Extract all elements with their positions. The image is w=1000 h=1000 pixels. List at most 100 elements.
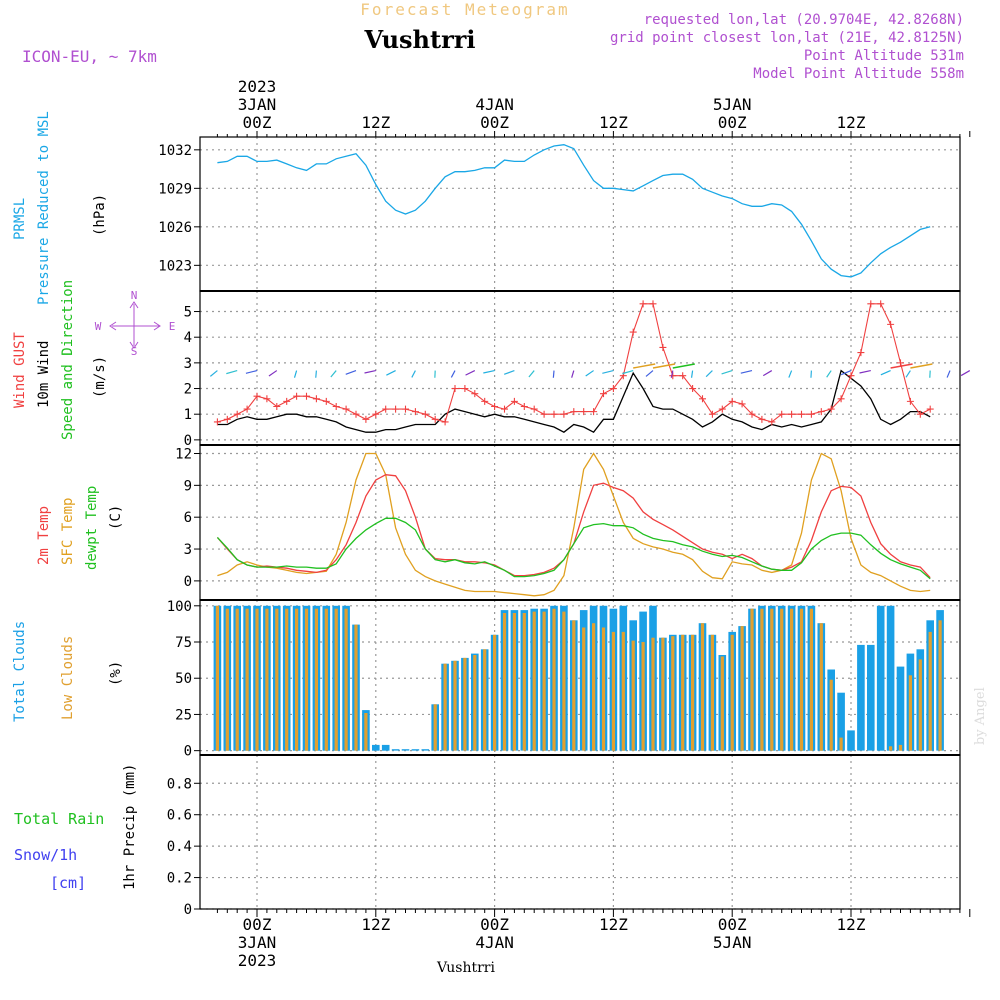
low-cloud-bar: [334, 608, 338, 751]
low-cloud-bar: [572, 620, 576, 751]
y-tick-label: 1032: [158, 143, 192, 159]
low-cloud-bar: [502, 613, 507, 751]
pressure-line: [217, 144, 931, 278]
top-hour-label: 12Z: [837, 113, 866, 132]
wind-arrow: [450, 370, 456, 378]
low-cloud-bar: [651, 637, 655, 751]
wind-arrow: [762, 370, 773, 377]
total-rain-label: Total Rain: [14, 810, 104, 828]
low-cloud-bar: [790, 608, 794, 751]
low-cloud-bar: [780, 608, 784, 751]
low-cloud-bar: [592, 623, 596, 751]
hpa-unit-label: (hPa): [92, 194, 108, 236]
point-altitude: Point Altitude 531m: [804, 48, 964, 64]
y-tick-label: 6: [184, 510, 192, 526]
gust-marker: [352, 410, 360, 418]
low-cloud-bar: [473, 655, 477, 751]
compass-south: S: [131, 345, 138, 358]
grid-point-coords: grid point closest lon,lat (21E, 42.8125…: [610, 30, 964, 46]
low-cloud-bar: [304, 608, 309, 751]
gust-marker: [332, 403, 340, 410]
gust-marker: [501, 405, 508, 413]
gust-marker: [491, 403, 499, 410]
gust-marker: [906, 397, 914, 405]
panel-wind: 5 4 3 2 1 0: [184, 291, 971, 449]
low-cloud-bar: [740, 626, 744, 751]
low-cloud-bar: [364, 713, 368, 751]
gust-marker: [629, 328, 637, 336]
panel-temperature: 12 9 6 3 0: [175, 445, 960, 600]
wind-arrow: [633, 363, 656, 369]
dewpt-temp-label: dewpt Temp: [84, 486, 100, 570]
gust-marker: [233, 410, 241, 418]
snow-label: Snow/1h: [14, 846, 77, 864]
bottom-hour-label: 00Z: [718, 915, 747, 934]
requested-coords: requested lon,lat (20.9704E, 42.8268N): [644, 12, 964, 28]
y-tick-label: 1029: [158, 181, 192, 197]
low-cloud-bar: [700, 623, 705, 751]
gust-marker: [481, 397, 489, 405]
gust-marker: [411, 408, 419, 416]
low-cloud-bar: [681, 634, 685, 751]
pressure-side-labels: PRMSL Pressure Reduced to MSL (hPa): [12, 111, 108, 305]
wind-arrow: [670, 370, 674, 378]
gust-marker: [421, 410, 429, 418]
low-cloud-bar: [512, 613, 516, 751]
low-cloud-bar: [235, 608, 239, 751]
gust-marker: [897, 359, 904, 367]
gust-marker: [570, 408, 578, 416]
low-cloud-bar: [225, 608, 229, 751]
location-title: Vushtrri: [364, 25, 476, 54]
low-cloud-bar: [582, 627, 586, 751]
gust-marker: [600, 390, 607, 398]
panel-clouds: 100 75 50 25 0: [167, 599, 960, 760]
y-tick-label: 25: [175, 707, 192, 723]
top-year-label: 2023: [238, 77, 277, 96]
gust-marker: [609, 385, 617, 393]
gust-marker: [738, 400, 746, 408]
wind-dir-label: Speed and Direction: [60, 280, 76, 440]
gust-marker: [728, 397, 736, 405]
precip-unit-label: 1hr Precip (mm): [122, 764, 138, 890]
ms-unit-label: (m/s): [92, 356, 108, 398]
wind-side-labels: Wind GUST 10m Wind Speed and Direction (…: [12, 280, 175, 440]
footer-location: Vushtrri: [436, 960, 495, 976]
y-tick-label: 0: [184, 744, 192, 760]
gust-marker: [926, 405, 934, 413]
gust-marker: [441, 418, 449, 426]
low-cloud-bar: [611, 631, 615, 751]
wind-arrow: [826, 370, 832, 378]
low-cloud-bar: [552, 608, 556, 751]
compass-east: E: [169, 320, 176, 333]
bottom-hour-label: 00Z: [480, 915, 509, 934]
total-cloud-bar: [896, 666, 905, 751]
wind-arrow: [268, 370, 278, 377]
gust-marker: [392, 405, 400, 413]
compass-north: N: [131, 289, 138, 302]
low-cloud-bar: [275, 608, 279, 751]
gust-marker: [916, 410, 924, 418]
total-clouds-label: Total Clouds: [12, 621, 28, 722]
gust-marker: [758, 415, 766, 423]
gust-marker: [649, 300, 657, 308]
dewpt-line: [216, 517, 931, 580]
gust-marker: [560, 410, 568, 418]
top-hour-label: 00Z: [480, 113, 509, 132]
compass-rose-icon: [109, 301, 161, 349]
low-cloud-bar: [760, 608, 764, 751]
low-cloud-bar: [215, 605, 219, 751]
wind-arrow: [245, 369, 258, 374]
bottom-day-label: 5JAN: [713, 933, 752, 952]
gust-marker: [431, 415, 439, 423]
top-day-label: 5JAN: [713, 95, 752, 114]
wind-arrow: [690, 370, 694, 378]
precip-side-labels: Total Rain Snow/1h [cm] 1hr Precip (mm): [14, 764, 138, 892]
wind-arrow: [721, 369, 733, 375]
wind-arrow: [411, 370, 416, 378]
low-cloud-bar: [601, 627, 606, 751]
y-tick-label: 0: [184, 902, 192, 918]
y-tick-label: 2: [184, 382, 192, 398]
model-label: ICON-EU, ~ 7km: [22, 47, 157, 66]
